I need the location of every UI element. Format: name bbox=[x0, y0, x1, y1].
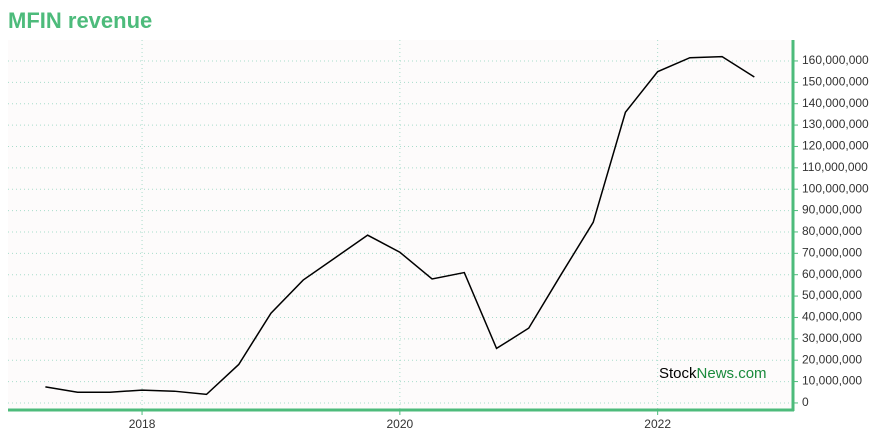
y-tick-label: 0 bbox=[802, 395, 809, 409]
y-tick-label: 40,000,000 bbox=[802, 310, 862, 324]
x-tick-label: 2020 bbox=[387, 417, 414, 431]
chart-title: MFIN revenue bbox=[8, 8, 152, 33]
y-tick-label: 90,000,000 bbox=[802, 203, 862, 217]
y-tick-label: 60,000,000 bbox=[802, 267, 862, 281]
y-tick-label: 110,000,000 bbox=[802, 160, 868, 174]
y-tick-label: 20,000,000 bbox=[802, 352, 862, 366]
line bbox=[45, 55, 755, 396]
plot-area bbox=[8, 40, 793, 410]
y-tick-label: 120,000,000 bbox=[802, 139, 869, 153]
y-tick-label: 140,000,000 bbox=[802, 96, 869, 110]
y-tick-label: 160,000,000 bbox=[802, 53, 869, 67]
watermark-part: Stock bbox=[659, 365, 697, 382]
y-tick-label: 10,000,000 bbox=[802, 374, 862, 388]
x-tick-label: 2022 bbox=[644, 417, 671, 431]
y-tick-label: 80,000,000 bbox=[802, 224, 862, 238]
y-tick-label: 30,000,000 bbox=[802, 331, 862, 345]
y-tick-label: 100,000,000 bbox=[802, 181, 869, 195]
y-tick-label: 70,000,000 bbox=[802, 245, 862, 259]
watermark: StockNews.com bbox=[659, 365, 767, 382]
watermark-part: News.com bbox=[697, 365, 767, 382]
y-tick-label: 150,000,000 bbox=[802, 74, 869, 88]
y-tick-label: 50,000,000 bbox=[802, 288, 862, 302]
y-tick-label: 130,000,000 bbox=[802, 117, 869, 131]
x-tick-label: 2018 bbox=[129, 417, 156, 431]
